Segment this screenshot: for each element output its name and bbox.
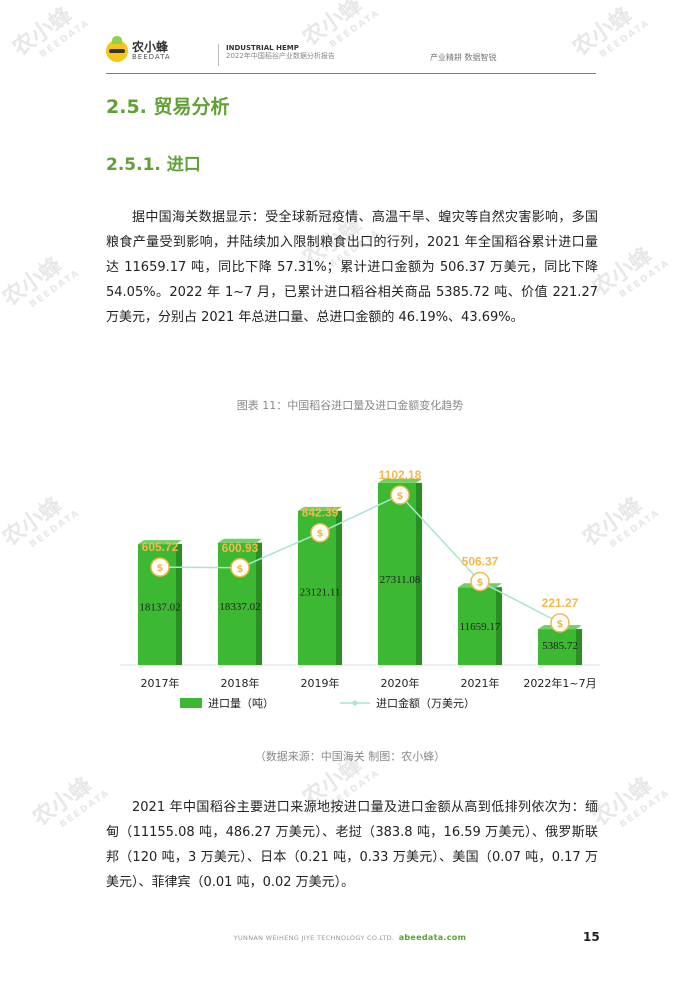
dollar-sign-glyph: $ xyxy=(397,491,404,502)
figure-source: （数据来源：中国海关 制图：农小蜂） xyxy=(254,750,446,763)
header-divider xyxy=(218,44,219,66)
body-paragraph-1: 据中国海关数据显示：受全球新冠疫情、高温干旱、蝗灾等自然灾害影响，多国粮食产量受… xyxy=(106,210,598,325)
bar-value-label: 23121.11 xyxy=(300,587,341,599)
page-footer: YUNNAN WEIHENG JIYE TECHNOLOGY CO.LTD. a… xyxy=(0,933,700,942)
chart-svg: 18137.02 2017年 18337.02 2018年 23121.11 2019年 2… xyxy=(120,468,600,710)
bar-import-volume xyxy=(378,482,422,665)
bar-top-face xyxy=(218,538,262,543)
x-axis-label: 2022年1~7月 xyxy=(523,676,596,690)
dollar-sign-glyph: $ xyxy=(237,564,244,575)
logo-text-en: BEEDATA xyxy=(132,53,171,61)
bar-value-label: 5385.72 xyxy=(542,640,578,652)
page-header: 农小蜂 BEEDATA INDUSTRIAL HEMP 2022年中国稻谷产业数… xyxy=(0,0,700,80)
header-rule xyxy=(106,73,596,74)
dollar-coin-icon xyxy=(150,557,170,577)
import-trend-chart: 18137.02 2017年 18337.02 2018年 23121.11 2019年 2… xyxy=(100,440,610,730)
bar-top-face xyxy=(138,540,182,545)
dollar-sign-glyph: $ xyxy=(157,563,164,574)
bar-value-label: 18137.02 xyxy=(139,602,180,614)
bar-side-shade xyxy=(416,482,422,665)
bee-logo-icon xyxy=(106,36,128,62)
dollar-coin-icon xyxy=(390,485,410,505)
dollar-coin-icon xyxy=(310,522,330,543)
watermark: 农小蜂 BEEDATA xyxy=(588,773,673,832)
line-import-amount xyxy=(159,494,561,624)
bar-top-face xyxy=(298,506,342,511)
x-axis-label: 2018年 xyxy=(221,676,260,690)
dollar-coin-icon xyxy=(470,571,490,592)
logo-text-cn: 农小蜂 xyxy=(132,40,169,54)
report-title-en: INDUSTRIAL HEMP xyxy=(226,44,299,52)
x-axis-label: 2019年 xyxy=(301,676,340,690)
legend-bar-label: 进口量（吨） xyxy=(208,697,274,710)
line-value-label: 1102.18 xyxy=(379,468,422,482)
footer-company: YUNNAN WEIHENG JIYE TECHNOLOGY CO.LTD. xyxy=(233,934,395,942)
header-slogan: 产业精耕 数据智锐 xyxy=(430,53,497,62)
brand-logo: 农小蜂 BEEDATA xyxy=(106,36,171,62)
bar-side-shade xyxy=(256,542,262,665)
bar-value-label: 27311.08 xyxy=(380,574,421,586)
x-axis-label: 2017年 xyxy=(141,676,180,690)
subsection-heading: 2.5.1. 进口 xyxy=(106,155,201,175)
page-number: 15 xyxy=(583,930,600,944)
watermark: 农小蜂 BEEDATA xyxy=(588,243,673,302)
watermark: 农小蜂 BEEDATA xyxy=(28,773,113,832)
line-value-label: 221.27 xyxy=(542,596,579,610)
bar-value-label: 11659.17 xyxy=(460,621,501,633)
watermark: 农小蜂 BEEDATA xyxy=(0,493,83,552)
bar-import-volume xyxy=(538,629,582,665)
line-value-label: 842.39 xyxy=(302,506,339,520)
bar-side-shade xyxy=(576,629,582,665)
dollar-sign-glyph: $ xyxy=(557,619,564,630)
bar-top-face xyxy=(378,478,422,483)
watermark: 农小蜂 BEEDATA xyxy=(0,253,83,312)
dollar-coin-icon xyxy=(230,558,250,578)
body-paragraph-2: 2021 年中国稻谷主要进口来源地按进口量及进口金额从高到低排列依次为：缅甸（1… xyxy=(106,800,598,890)
x-axis-label: 2020年 xyxy=(381,676,420,690)
bar-side-shade xyxy=(336,510,342,665)
bar-side-shade xyxy=(496,587,502,665)
legend-line-marker xyxy=(352,700,358,706)
x-axis-label: 2021年 xyxy=(461,676,500,690)
report-title-cn: 2022年中国稻谷产业数据分析报告 xyxy=(226,52,335,61)
bar-value-label: 18337.02 xyxy=(219,601,260,613)
section-heading: 2.5. 贸易分析 xyxy=(106,96,230,118)
dollar-sign-glyph: $ xyxy=(317,529,324,540)
legend-line-label: 进口金额（万美元） xyxy=(376,696,475,710)
bar-side-shade xyxy=(176,544,182,665)
dollar-coin-icon xyxy=(550,613,570,633)
line-value-label: 605.72 xyxy=(142,540,179,554)
report-title: INDUSTRIAL HEMP 2022年中国稻谷产业数据分析报告 xyxy=(226,44,335,61)
dollar-sign-glyph: $ xyxy=(477,577,484,588)
figure-caption: 图表 11：中国稻谷进口量及进口金额变化趋势 xyxy=(236,399,464,412)
bar-import-volume xyxy=(458,587,502,665)
legend-bar-swatch xyxy=(180,698,202,708)
footer-site-link[interactable]: abeedata.com xyxy=(398,933,467,942)
line-value-label: 600.93 xyxy=(222,541,259,555)
line-value-label: 506.37 xyxy=(462,554,499,568)
